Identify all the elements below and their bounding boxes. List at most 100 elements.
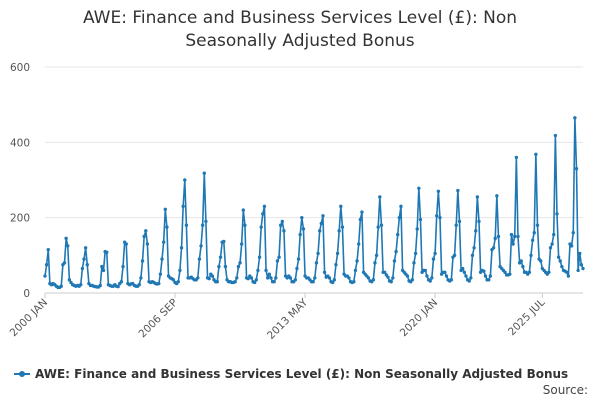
data-point[interactable] bbox=[412, 261, 416, 265]
data-point[interactable] bbox=[144, 229, 148, 233]
data-point[interactable] bbox=[371, 278, 376, 282]
data-point[interactable] bbox=[425, 274, 429, 278]
data-point[interactable] bbox=[278, 223, 283, 227]
data-point[interactable] bbox=[534, 152, 538, 157]
data-point[interactable] bbox=[83, 246, 88, 250]
data-point[interactable] bbox=[116, 284, 120, 289]
data-point[interactable] bbox=[119, 280, 124, 284]
data-point[interactable] bbox=[396, 232, 400, 237]
data-point[interactable] bbox=[275, 259, 280, 263]
data-point[interactable] bbox=[267, 272, 272, 276]
data-point[interactable] bbox=[573, 116, 577, 120]
data-point[interactable] bbox=[161, 240, 166, 244]
data-point[interactable] bbox=[509, 232, 514, 237]
data-point[interactable] bbox=[293, 278, 298, 282]
data-point[interactable] bbox=[316, 251, 320, 256]
data-point[interactable] bbox=[438, 215, 442, 220]
data-point[interactable] bbox=[521, 264, 525, 269]
data-point[interactable] bbox=[277, 255, 281, 259]
data-point[interactable] bbox=[179, 246, 184, 250]
data-point[interactable] bbox=[449, 278, 454, 282]
data-point[interactable] bbox=[548, 246, 553, 250]
data-point[interactable] bbox=[288, 276, 293, 280]
data-point[interactable] bbox=[62, 261, 67, 265]
data-point[interactable] bbox=[366, 276, 371, 280]
data-point[interactable] bbox=[530, 238, 535, 242]
series-line[interactable] bbox=[44, 117, 584, 289]
data-point[interactable] bbox=[327, 276, 332, 280]
data-point[interactable] bbox=[550, 242, 554, 246]
data-point[interactable] bbox=[199, 244, 203, 248]
data-point[interactable] bbox=[574, 167, 579, 171]
data-point[interactable] bbox=[300, 215, 304, 220]
data-point[interactable] bbox=[462, 270, 467, 274]
data-point[interactable] bbox=[560, 264, 564, 269]
data-point[interactable] bbox=[298, 232, 302, 237]
data-point[interactable] bbox=[565, 270, 569, 274]
data-point[interactable] bbox=[435, 214, 439, 218]
data-point[interactable] bbox=[202, 171, 206, 175]
data-point[interactable] bbox=[243, 223, 247, 227]
data-point[interactable] bbox=[256, 268, 260, 273]
data-point[interactable] bbox=[496, 234, 501, 239]
data-point[interactable] bbox=[539, 259, 543, 263]
series-polyline[interactable] bbox=[44, 117, 584, 289]
data-point[interactable] bbox=[259, 225, 263, 229]
data-point[interactable] bbox=[46, 247, 50, 252]
data-point[interactable] bbox=[241, 208, 245, 212]
data-point[interactable] bbox=[477, 219, 481, 224]
data-point[interactable] bbox=[556, 255, 561, 259]
data-point[interactable] bbox=[555, 212, 559, 216]
data-point[interactable] bbox=[355, 259, 359, 263]
data-point[interactable] bbox=[461, 266, 465, 271]
series-points[interactable] bbox=[43, 116, 585, 290]
data-point[interactable] bbox=[511, 242, 515, 246]
data-point[interactable] bbox=[44, 263, 49, 267]
data-point[interactable] bbox=[257, 255, 262, 259]
data-point[interactable] bbox=[374, 253, 379, 258]
data-point[interactable] bbox=[474, 229, 478, 233]
data-point[interactable] bbox=[176, 280, 180, 284]
data-point[interactable] bbox=[433, 251, 437, 256]
data-point[interactable] bbox=[200, 223, 205, 227]
data-point[interactable] bbox=[238, 261, 242, 265]
data-point[interactable] bbox=[218, 255, 223, 259]
data-point[interactable] bbox=[181, 204, 185, 209]
data-point[interactable] bbox=[353, 268, 358, 273]
data-point[interactable] bbox=[335, 251, 340, 256]
data-point[interactable] bbox=[430, 276, 434, 280]
data-point[interactable] bbox=[207, 276, 211, 281]
data-point[interactable] bbox=[262, 204, 267, 209]
data-point[interactable] bbox=[532, 231, 536, 235]
data-point[interactable] bbox=[236, 264, 241, 269]
data-point[interactable] bbox=[82, 257, 86, 261]
data-point[interactable] bbox=[85, 263, 89, 267]
data-point[interactable] bbox=[397, 215, 402, 220]
data-point[interactable] bbox=[142, 234, 146, 239]
data-point[interactable] bbox=[66, 244, 70, 248]
data-point[interactable] bbox=[197, 257, 202, 261]
data-point[interactable] bbox=[413, 251, 418, 256]
data-point[interactable] bbox=[470, 253, 475, 258]
data-point[interactable] bbox=[488, 274, 493, 278]
data-point[interactable] bbox=[280, 219, 285, 224]
data-point[interactable] bbox=[105, 250, 109, 255]
data-point[interactable] bbox=[80, 266, 85, 271]
data-point[interactable] bbox=[399, 204, 403, 209]
data-point[interactable] bbox=[239, 242, 244, 246]
data-point[interactable] bbox=[417, 186, 421, 190]
data-point[interactable] bbox=[356, 242, 361, 246]
data-point[interactable] bbox=[295, 266, 299, 271]
data-point[interactable] bbox=[79, 283, 83, 287]
data-point[interactable] bbox=[178, 268, 182, 273]
data-point[interactable] bbox=[210, 274, 215, 278]
data-point[interactable] bbox=[254, 278, 258, 282]
data-point[interactable] bbox=[493, 236, 497, 241]
data-point[interactable] bbox=[410, 278, 415, 282]
data-point[interactable] bbox=[456, 188, 460, 193]
data-point[interactable] bbox=[472, 246, 476, 250]
data-point[interactable] bbox=[269, 276, 273, 280]
data-point[interactable] bbox=[391, 276, 395, 280]
data-point[interactable] bbox=[101, 268, 106, 273]
data-point[interactable] bbox=[282, 229, 286, 233]
